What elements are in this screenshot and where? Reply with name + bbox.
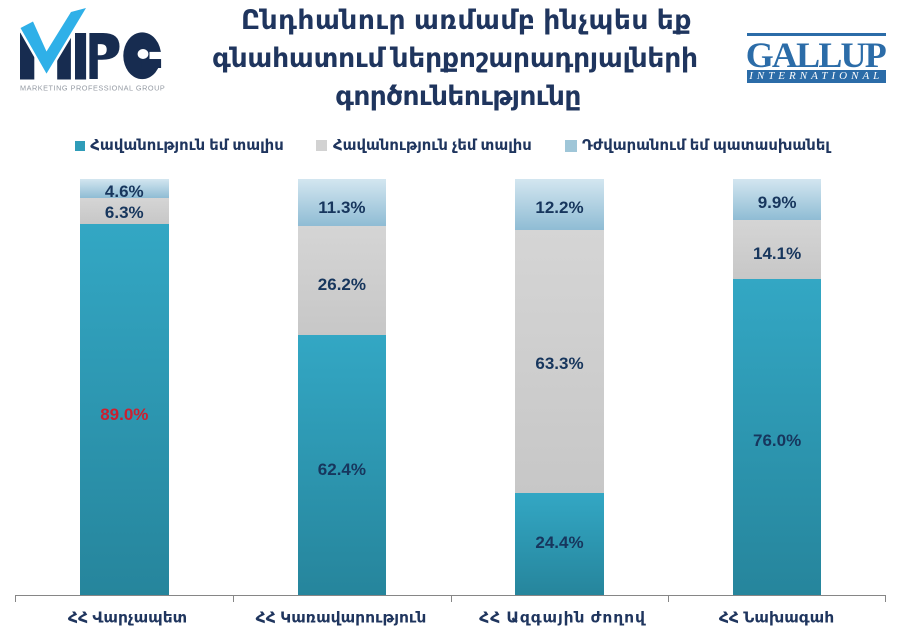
- svg-text:MARKETING PROFESSIONAL GROUP: MARKETING PROFESSIONAL GROUP: [20, 84, 165, 93]
